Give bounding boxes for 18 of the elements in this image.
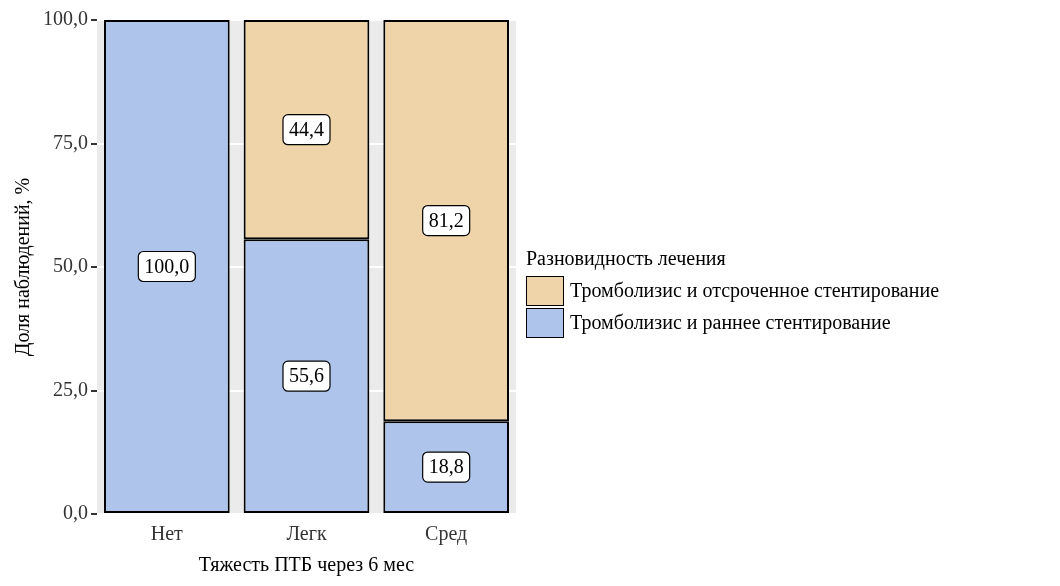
y-tick-label: 0,0 [63,501,88,524]
data-label: 100,0 [144,254,190,277]
legend-label: Тромболизис и отсроченное стентирование [570,279,940,302]
x-axis-title: Тяжесть ПТБ через 6 мес [198,553,415,577]
data-label: 44,4 [289,117,324,140]
y-tick-label: 25,0 [53,377,88,400]
y-tick-label: 50,0 [53,254,88,277]
x-tick-label: Сред [425,522,468,546]
y-tick-label: 100,0 [43,7,88,30]
x-tick-label: Нет [150,522,184,545]
x-tick-label: Легк [286,522,327,545]
text: Тромболизис и раннее стентирование [570,311,891,334]
y-axis-title: Доля наблюдений, % [11,177,35,357]
data-label: 81,2 [428,208,464,231]
data-label: 55,6 [289,364,324,387]
y-tick-label: 75,0 [53,130,88,153]
legend-title: Разновидность лечения [526,246,727,270]
data-label: 18,8 [428,455,464,478]
